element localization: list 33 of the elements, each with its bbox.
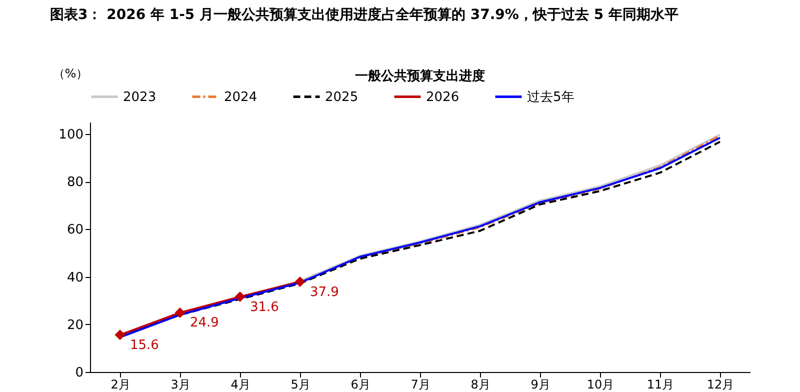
point bbox=[234, 292, 246, 302]
x-tick-label: 9月 bbox=[530, 378, 550, 392]
y-tick-label: 40 bbox=[66, 270, 84, 286]
x-tick-label: 12月 bbox=[706, 378, 734, 392]
point bbox=[114, 330, 126, 340]
y-axis-title: （%） bbox=[52, 66, 88, 80]
point bbox=[294, 276, 306, 288]
x-tick-label: 8月 bbox=[470, 378, 490, 392]
y-tick-label: 60 bbox=[66, 222, 84, 238]
x-tick-label: 7月 bbox=[410, 378, 430, 392]
data-label: 31.6 bbox=[250, 300, 279, 315]
legend-label: 2026 bbox=[426, 90, 460, 105]
x-tick-label: 3月 bbox=[170, 378, 190, 392]
chart-subtitle: 一般公共预算支出进度 bbox=[355, 68, 485, 84]
chart-title: 图表3： 2026 年 1-5 月一般公共预算支出使用进度占全年预算的 37.9%，快于过去 5 年同期水平 bbox=[50, 6, 678, 23]
point bbox=[174, 307, 186, 318]
x-tick-label: 4月 bbox=[230, 378, 250, 392]
x-tick-label: 11月 bbox=[646, 378, 674, 392]
x-tick-label: 2月 bbox=[110, 378, 130, 392]
x-tick-label: 6月 bbox=[350, 378, 370, 392]
y-tick-label: 0 bbox=[75, 366, 84, 380]
y-tick-label: 100 bbox=[58, 127, 84, 142]
data-label: 15.6 bbox=[130, 338, 159, 353]
y-tick-label: 20 bbox=[66, 318, 84, 333]
y-tick-label: 80 bbox=[66, 175, 84, 190]
legend-label: 2023 bbox=[123, 90, 156, 105]
data-label: 37.9 bbox=[310, 284, 339, 300]
x-tick-label: 10月 bbox=[586, 378, 614, 392]
legend-label: 2024 bbox=[224, 90, 258, 105]
legend-label: 过去5年 bbox=[527, 90, 574, 105]
x-tick-label: 5月 bbox=[290, 378, 310, 392]
data-label: 24.9 bbox=[190, 316, 219, 331]
legend-label: 2025 bbox=[325, 90, 358, 105]
